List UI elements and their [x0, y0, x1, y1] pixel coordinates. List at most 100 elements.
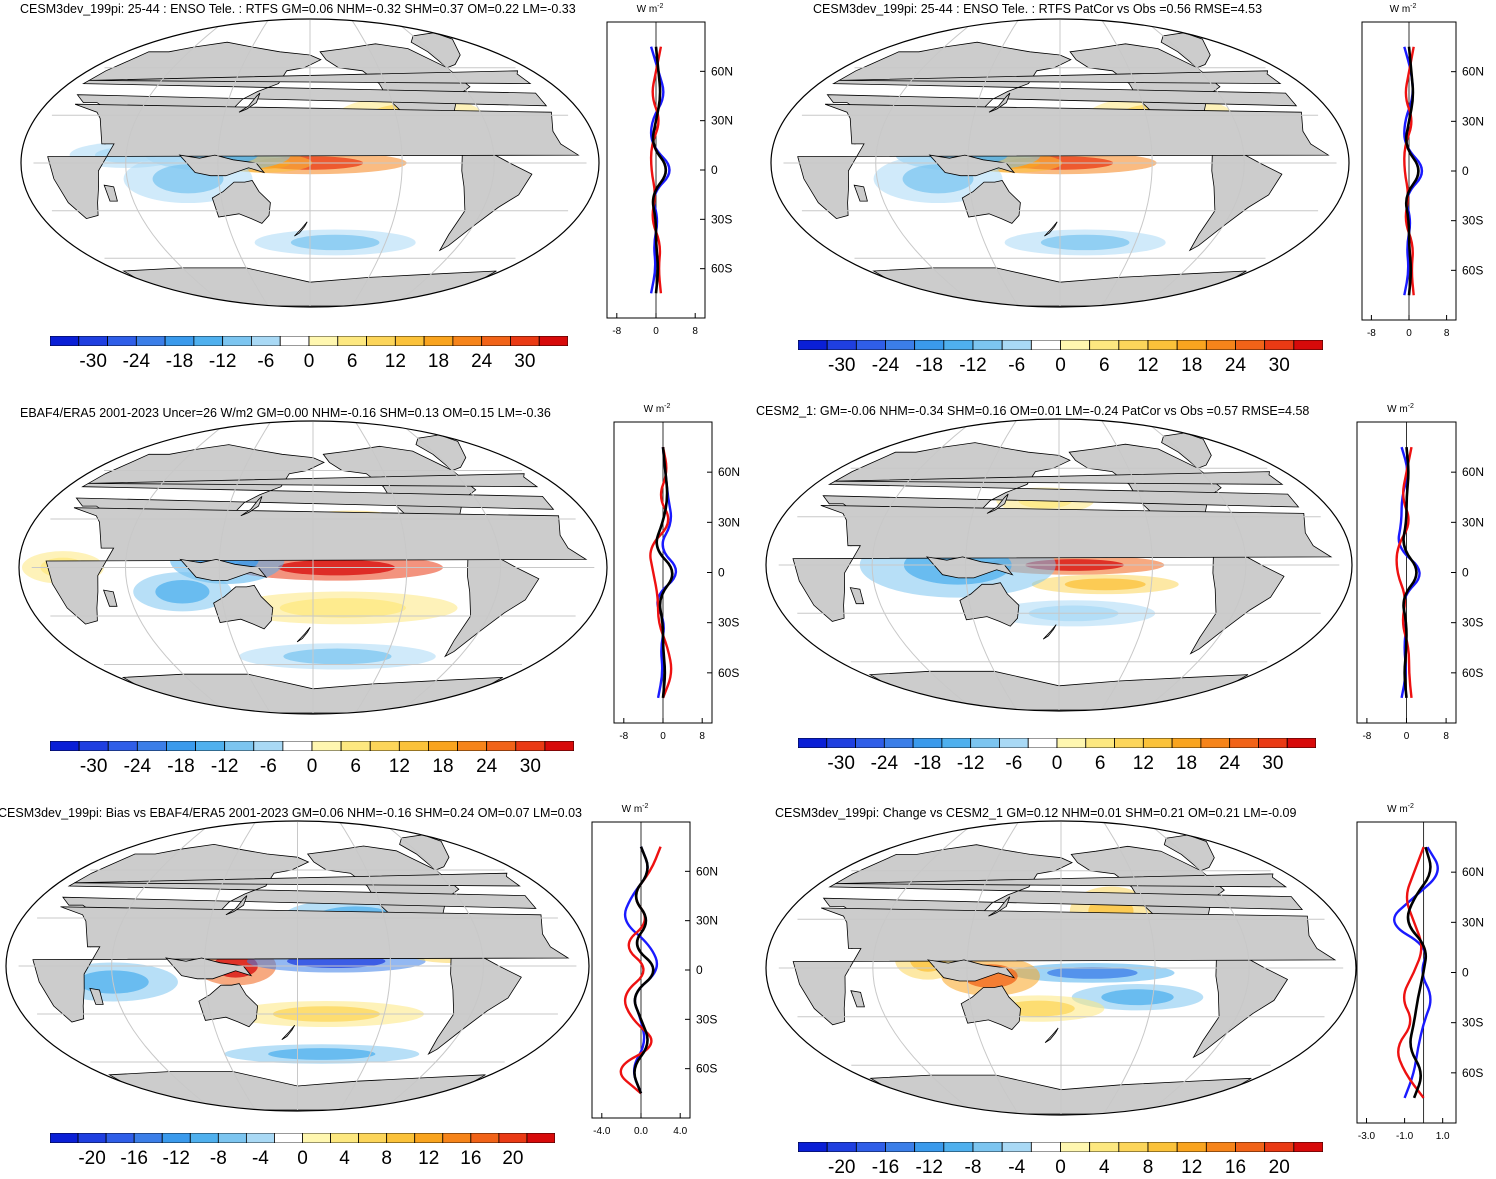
land-south-america [1189, 548, 1285, 655]
land-africa [32, 906, 570, 1023]
land-australia [961, 180, 1021, 224]
colorbar-tick-label: 6 [350, 756, 361, 777]
zonal-unit-exponent: -2 [1410, 3, 1416, 10]
panel-2-map [770, 18, 1350, 308]
colorbar-swatch [1027, 738, 1058, 748]
anomaly-core [1040, 234, 1130, 251]
land-japan [225, 895, 248, 916]
colorbar-swatch [302, 1133, 331, 1143]
colorbar-tick-label: 24 [1219, 753, 1241, 774]
colorbar-swatch [798, 340, 828, 350]
map-content [766, 821, 1356, 1115]
colorbar-tick-label: 12 [384, 351, 406, 372]
colorbar-swatch [526, 1133, 555, 1143]
zonal-lat-label: 30S [1462, 214, 1483, 228]
panel-2-colorbar [798, 340, 1323, 350]
colorbar-swatch [1085, 738, 1115, 748]
colorbar-tick-label: -6 [259, 756, 277, 777]
colorbar-swatch [515, 741, 546, 751]
zonal-x-label: 0.0 [634, 1126, 648, 1137]
graticule-lon [125, 19, 227, 307]
colorbar-tick-label: -30 [79, 756, 108, 777]
map-content [766, 419, 1352, 711]
colorbar-swatch [941, 738, 972, 748]
colorbar-swatch [1176, 1142, 1207, 1152]
colorbar-tick-label: 8 [1142, 1157, 1154, 1178]
land-south-america [427, 949, 522, 1056]
land-australia [211, 180, 271, 224]
panel-5-map [5, 820, 590, 1112]
graticule-lon [875, 19, 977, 307]
panel-1-colorbar-labels: -30 -24 -18 -12 -6 0 6 12 18 24 30 [50, 351, 568, 373]
colorbar-tick-label: -6 [1008, 355, 1026, 376]
colorbar-tick-label: -30 [79, 351, 107, 372]
zonal-series-obs [1397, 846, 1425, 1099]
panel-6-colorbar [798, 1142, 1323, 1152]
anomaly-core [279, 598, 406, 618]
colorbar-tick-label: 20 [1268, 1157, 1290, 1178]
colorbar-swatch [1293, 340, 1323, 350]
zonal-series-model2 [1404, 46, 1420, 296]
colorbar-swatch [107, 336, 137, 346]
land-south-america [1188, 146, 1283, 252]
colorbar-swatch [498, 1133, 528, 1143]
colorbar-swatch [189, 1133, 219, 1143]
colorbar-swatch [78, 336, 108, 346]
colorbar-swatch [1147, 340, 1178, 350]
land-new-zealand [294, 221, 308, 237]
colorbar-tick-label: 12 [418, 1148, 440, 1169]
colorbar-swatch [798, 1142, 828, 1152]
zonal-unit-exponent: -2 [1408, 803, 1414, 810]
panel-5-title: CESM3dev_199pi: Bias vs EBAF4/ERA5 2001-… [0, 806, 582, 820]
zonal-series-model2 [1402, 446, 1418, 699]
land-south-america [438, 146, 533, 252]
zonal-unit-exponent: -2 [657, 3, 663, 10]
colorbar-swatch [914, 340, 945, 350]
zonal-lat-label: 60N [718, 465, 740, 479]
map-frame [770, 18, 1350, 308]
land-japan [240, 496, 263, 517]
zonal-lat-label: 0 [1462, 164, 1469, 178]
colorbar-swatch [1030, 1142, 1061, 1152]
colorbar-swatch [999, 738, 1029, 748]
graticule-lon [967, 19, 1019, 307]
land-madagascar [849, 587, 865, 605]
map-content [19, 421, 607, 714]
colorbar-swatch [107, 741, 138, 751]
land-south-america [444, 550, 540, 658]
land-indonesia [925, 556, 1014, 579]
zonal-x-label: 0 [1406, 328, 1412, 339]
colorbar-swatch [452, 336, 483, 346]
colorbar-swatch [1118, 340, 1149, 350]
zonal-lat-label: 60S [718, 666, 739, 680]
colorbar-swatch [1235, 1142, 1266, 1152]
colorbar-swatch [1200, 738, 1231, 748]
zonal-frame [1356, 821, 1457, 1124]
map-content [21, 19, 599, 307]
zonal-unit-exponent: -2 [642, 803, 648, 810]
colorbar-swatch [1235, 340, 1266, 350]
colorbar-tick-label: -12 [915, 1157, 943, 1178]
colorbar-tick-label: -6 [1005, 753, 1023, 774]
colorbar-tick-label: -20 [78, 1148, 106, 1169]
colorbar-swatch [1293, 1142, 1323, 1152]
panel-1-zonal-mean-plot: W m-2 60N 30N 0 30S 60S -8 0 8 [606, 3, 733, 337]
colorbar-tick-label: -18 [165, 351, 194, 372]
graticule-lon [1146, 821, 1250, 1115]
colorbar-tick-label: -24 [870, 753, 899, 774]
graticule-lon [966, 821, 1019, 1115]
colorbar-swatch [358, 1133, 388, 1143]
anomaly-core [1101, 989, 1174, 1006]
anomaly-core [155, 579, 210, 604]
colorbar-tick-label: 24 [1224, 355, 1247, 376]
zonal-lat-label: 60S [696, 1062, 717, 1076]
panel-3-map [18, 420, 608, 715]
zonal-lat-label: 60S [1462, 263, 1483, 277]
colorbar-swatch [217, 1133, 247, 1143]
map-frame [765, 820, 1357, 1116]
colorbar-swatch [133, 1133, 163, 1143]
panel-2-zonal-mean-plot: W m-2 60N 30N 0 30S 60S -8 0 8 [1361, 3, 1484, 339]
colorbar-swatch [855, 738, 885, 748]
panel-1-colorbar [50, 336, 568, 346]
graticule-lon [218, 421, 271, 714]
